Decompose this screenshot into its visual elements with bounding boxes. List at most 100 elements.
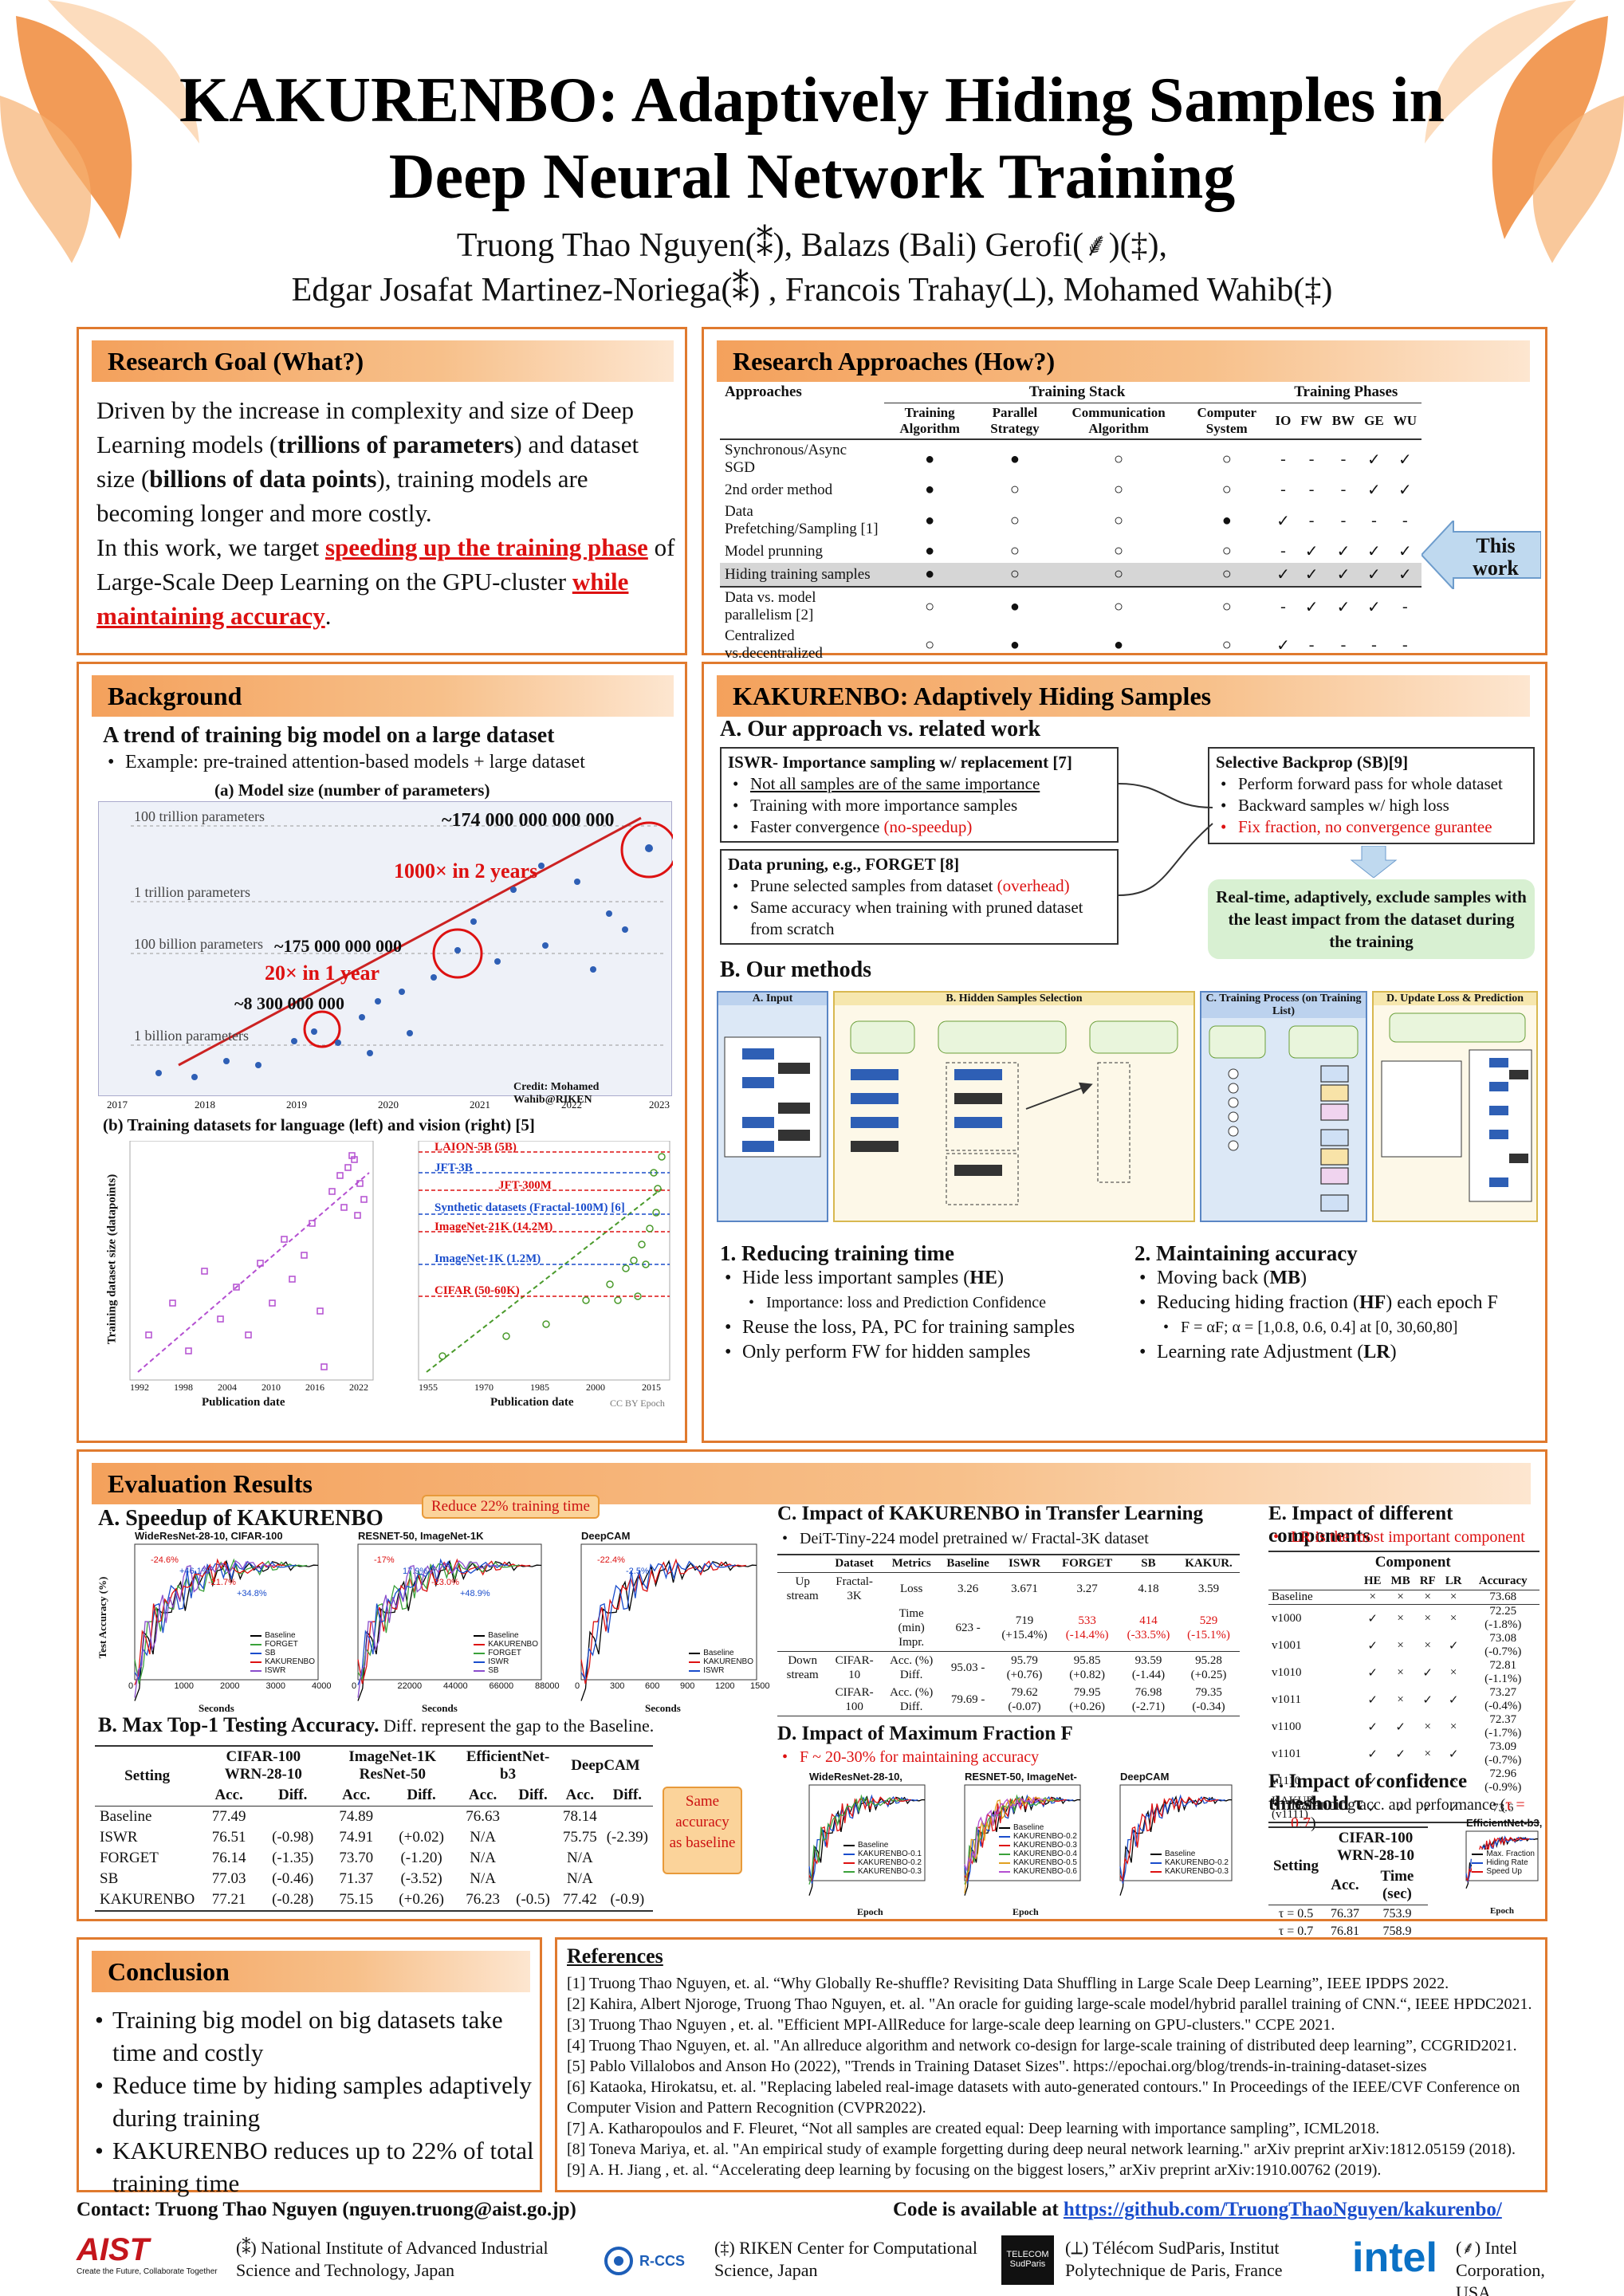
- fraction-chart-deepcam: DeepCAM Baseline KAKURENBO-0.2 KAKURENBO-0.…: [1088, 1771, 1240, 1908]
- eval-sec-a: A. Speedup of KAKURENBO: [98, 1506, 383, 1531]
- transfer-row: CIFAR-100 Acc. (%) Diff. 79.69 - 79.62 (-0.…: [777, 1684, 1240, 1716]
- telecom-logo: TELECOM SudParis: [1001, 2235, 1054, 2285]
- iswr-item-text: Faster convergence: [750, 817, 884, 836]
- goal-speedup: speeding up the training phase: [324, 533, 648, 561]
- eval-sec-d-note: F ~ 20-30% for maintaining accuracy: [777, 1748, 1039, 1767]
- reference-item: [7] A. Katharopoulos and F. Fleuret, “No…: [567, 2120, 1380, 2137]
- m2-text-e: Learning rate Adjustment (: [1157, 1342, 1364, 1362]
- x-tick: 88000: [535, 1681, 560, 1691]
- eval-sec-e-note: LR is the most important component: [1268, 1528, 1525, 1547]
- decor-leaf-right: [1409, 0, 1624, 263]
- x-tick: 0: [352, 1681, 357, 1691]
- component-cell: v1110: [1272, 1774, 1301, 1787]
- chart-title: DeepCAM: [1120, 1771, 1170, 1783]
- transfer-cell: 79.62 (-0.07): [1008, 1686, 1041, 1713]
- legend-item: Baseline: [474, 1631, 538, 1640]
- evaluation-panel: Evaluation Results A. Speedup of KAKUREN…: [77, 1449, 1547, 1959]
- component-cell: v1001: [1272, 1638, 1302, 1652]
- vision-xlabel: Publication date: [490, 1396, 574, 1409]
- accuracy-cell: (-3.52): [400, 1870, 442, 1887]
- legend-item: ISWR: [250, 1666, 315, 1675]
- transfer-head: Metrics: [891, 1557, 931, 1570]
- accuracy-cell: KAKURENBO: [100, 1891, 195, 1908]
- accuracy-cell: (-1.20): [400, 1850, 442, 1866]
- accuracy-cell: N/A: [470, 1870, 496, 1887]
- chart-legend: Baseline FORGET SB KAKURENBO ISWR: [250, 1631, 315, 1675]
- approach-name: Centralized vs.decentralized: [725, 627, 823, 662]
- acc-th-setting: Setting: [124, 1767, 171, 1784]
- component-cell: ✓: [1422, 1775, 1433, 1788]
- approach-col-head: Training Algorithm: [899, 405, 960, 436]
- approach-mark: ✓: [1398, 450, 1412, 469]
- x-tick: 900: [680, 1681, 695, 1691]
- approach-mark: ○: [925, 597, 935, 615]
- transfer-cell: 3.27: [1076, 1582, 1098, 1595]
- transfer-cell: 95.79 (+0.76): [1006, 1654, 1043, 1681]
- accuracy-cell: N/A: [470, 1850, 496, 1866]
- line-label-1b: 1 billion parameters: [134, 1028, 249, 1044]
- legend-label: KAKURENBO-0.2: [1164, 1858, 1229, 1867]
- annotation-1000x: 1000× in 2 years: [394, 859, 538, 883]
- x-tick: 22000: [397, 1681, 423, 1691]
- legend-label: Baseline: [1013, 1823, 1044, 1832]
- kakurenbo-panel: KAKURENBO: Adaptively Hiding Samples A. …: [702, 662, 1547, 1443]
- approach-mark: ✓: [1304, 598, 1319, 616]
- transfer-cell: 533 (-14.4%): [1065, 1614, 1109, 1641]
- chart-annotation: -2.5%: [626, 1567, 649, 1576]
- research-goal-text: Driven by the increase in complexity and…: [96, 393, 678, 633]
- diagram-training-head: C. Training Process (on Training List): [1201, 993, 1366, 1018]
- approach-name: Data vs. model parallelism [2]: [725, 589, 816, 623]
- transfer-head: KAKUR.: [1185, 1557, 1233, 1570]
- legend-swatch: [250, 1661, 262, 1663]
- approach-mark: -: [1340, 481, 1347, 498]
- component-cell: 73.68: [1489, 1590, 1517, 1603]
- eval-sec-f-note: Balancing acc. and performance (τ = 0.7): [1268, 1796, 1545, 1833]
- transfer-cell: Time (min) Impr.: [898, 1607, 925, 1649]
- conclusion-item: Training big model on big datasets take …: [90, 2003, 537, 2069]
- transfer-cell: Loss: [899, 1582, 923, 1595]
- pruning-item: Prune selected samples from dataset (ove…: [728, 875, 1111, 897]
- chart-annotation: 17.9%: [403, 1567, 428, 1576]
- tau-th-setting: Setting: [1273, 1858, 1319, 1874]
- approach-mark: ✓: [1276, 636, 1290, 655]
- approach-mark: ○: [1221, 565, 1232, 583]
- legend-swatch: [1150, 1870, 1162, 1873]
- background-bullet: Example: pre-trained attention-based mod…: [103, 752, 585, 773]
- component-cell: ✓: [1367, 1775, 1378, 1788]
- component-cell: 73.08 (-0.7%): [1484, 1632, 1522, 1658]
- acc-th-deepcam: DeepCAM: [571, 1757, 640, 1774]
- legend-label: KAKURENBO-0.1: [857, 1850, 922, 1858]
- component-row: v1000 ✓ × × × 72.25 (-1.8%): [1268, 1605, 1539, 1633]
- sb-title: Selective Backprop (SB)[9]: [1216, 753, 1409, 772]
- approach-mark: -: [1402, 511, 1408, 529]
- iswr-item: Training with more importance samples: [728, 795, 1111, 816]
- background-bullets: Example: pre-trained attention-based mod…: [103, 752, 585, 773]
- code-link[interactable]: https://github.com/TruongThaoNguyen/kaku…: [1063, 2199, 1502, 2220]
- selection-graphic: [850, 1020, 1178, 1205]
- approach-col-head: Communication Algorithm: [1072, 405, 1166, 436]
- input-table-graphic: [724, 1036, 821, 1158]
- acc-th-imagenet: ImageNet-1K ResNet-50: [348, 1748, 437, 1783]
- component-cell: ✓: [1367, 1748, 1378, 1761]
- legend-item: KAKURENBO: [474, 1640, 538, 1649]
- accuracy-cell: N/A: [566, 1850, 593, 1866]
- method-2-item: Learning rate Adjustment (LR): [1134, 1340, 1541, 1365]
- approach-mark: ●: [1009, 597, 1020, 615]
- approach-mark: -: [1402, 635, 1408, 654]
- eval-sec-c-note: DeiT-Tiny-224 model pretrained w/ Fracta…: [777, 1530, 1149, 1548]
- component-cell: ×: [1424, 1747, 1431, 1760]
- chart-svg: [580, 1543, 757, 1701]
- x-tick: 1200: [715, 1681, 735, 1691]
- reference-item: [1] Truong Thao Nguyen, et. al. “Why Glo…: [567, 1975, 1449, 1992]
- fraction-xlabel: Epoch: [1013, 1906, 1039, 1917]
- legend-item: KAKURENBO-0.5: [998, 1858, 1077, 1867]
- diagram-selection-block: B. Hidden Samples Selection: [833, 991, 1195, 1222]
- accuracy-cell: 77.49: [211, 1808, 246, 1825]
- approach-mark: ○: [1009, 565, 1020, 583]
- tau-th-acc: Acc.: [1331, 1877, 1359, 1893]
- component-cell: 73.09 (-0.7%): [1484, 1740, 1522, 1767]
- comp-th-blank: [1268, 1551, 1359, 1573]
- component-cell: ×: [1397, 1665, 1404, 1679]
- plot-area: [357, 1543, 542, 1701]
- legend-label: Max. Fraction: [1486, 1850, 1535, 1858]
